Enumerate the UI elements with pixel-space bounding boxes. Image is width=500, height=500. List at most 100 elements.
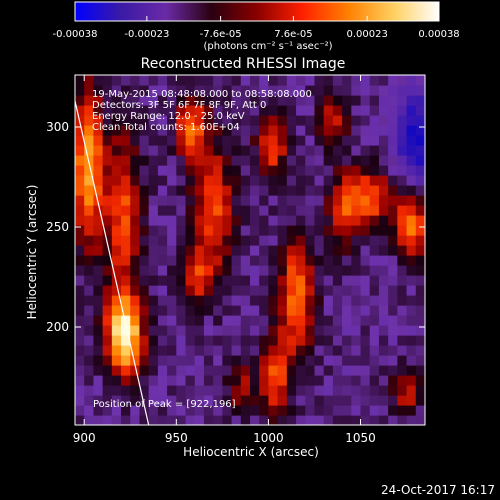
heatmap-cell [102,395,113,406]
heatmap-cell [388,175,398,186]
heatmap-cell [222,315,233,326]
heatmap-cell [268,165,279,176]
heatmap-cell [203,385,214,396]
heatmap-cell [268,405,279,416]
heatmap-cell [93,325,104,336]
heatmap-cell [176,115,187,126]
heatmap-cell [84,285,95,296]
heatmap-cell [111,185,122,196]
colorbar-tick-label: 7.6e-05 [274,29,312,40]
heatmap-cell [231,95,242,106]
heatmap-cell [388,75,398,86]
heatmap-cell [268,375,279,386]
heatmap-cell [157,205,168,216]
heatmap-cell [176,225,187,236]
heatmap-cell [203,255,214,266]
heatmap-cell [323,305,334,316]
heatmap-cell [277,315,288,326]
heatmap-cell [268,305,279,316]
heatmap-cell [111,95,122,106]
heatmap-cell [213,295,223,306]
heatmap-cell [397,325,408,336]
heatmap-cell [342,415,352,425]
heatmap-cell [415,335,425,346]
heatmap-cell [121,365,131,376]
heatmap-cell [305,335,316,346]
heatmap-cell [323,85,334,96]
heatmap-cell [203,195,214,206]
heatmap-cell [102,105,113,116]
heatmap-cell [130,395,141,406]
heatmap-cell [250,315,260,326]
heatmap-cell [415,315,425,326]
heatmap-cell [121,85,131,96]
heatmap-cell [369,415,380,425]
heatmap-cell [277,255,288,266]
heatmap-cell [148,165,159,176]
heatmap-cell [111,145,122,156]
heatmap-cell [388,275,398,286]
heatmap-cell [130,245,141,256]
heatmap-cell [240,125,251,136]
heatmap-cell [314,295,325,306]
heatmap-cell [176,195,187,206]
heatmap-cell [148,175,159,186]
heatmap-cell [93,315,104,326]
heatmap-cell [259,355,270,366]
heatmap-cell [397,395,408,406]
heatmap-cell [203,325,214,336]
heatmap-cell [111,405,122,416]
heatmap-cell [250,305,260,316]
heatmap-cell [213,315,223,326]
heatmap-cell [111,315,122,326]
heatmap-cell [75,265,85,276]
heatmap-cell [84,365,95,376]
heatmap-cell [360,205,371,216]
heatmap-cell [75,75,85,86]
heatmap-cell [369,325,380,336]
heatmap-cell [277,105,288,116]
heatmap-cell [406,95,417,106]
heatmap-cell [139,165,150,176]
heatmap-cell [314,355,325,366]
heatmap-cell [259,185,270,196]
heatmap-cell [139,225,150,236]
heatmap-cell [342,85,352,96]
heatmap-cell [93,275,104,286]
heatmap-cell [305,105,316,116]
heatmap-cell [268,115,279,126]
heatmap-cell [286,395,297,406]
heatmap-cell [250,265,260,276]
heatmap-cell [231,405,242,416]
heatmap-cell [415,75,425,86]
heatmap-cell [342,125,352,136]
heatmap-cell [157,165,168,176]
heatmap-cell [222,145,233,156]
heatmap-cell [194,405,205,416]
heatmap-cell [323,235,334,246]
heatmap-cell [286,415,297,425]
heatmap-cell [305,95,316,106]
heatmap-cell [222,365,233,376]
heatmap-cell [157,245,168,256]
heatmap-cell [305,225,316,236]
heatmap-cell [148,195,159,206]
heatmap-cell [277,305,288,316]
heatmap-cell [378,345,389,356]
heatmap-cell [277,145,288,156]
heatmap-cell [342,325,352,336]
heatmap-cell [194,375,205,386]
heatmap-cell [102,315,113,326]
heatmap-cell [369,145,380,156]
heatmap-cell [314,385,325,396]
heatmap-cell [406,365,417,376]
heatmap-cell [176,335,187,346]
heatmap-cell [296,75,306,86]
heatmap-cell [148,245,159,256]
heatmap-cell [369,245,380,256]
heatmap-cell [240,205,251,216]
heatmap-cell [148,305,159,316]
heatmap-cell [342,375,352,386]
heatmap-cell [305,215,316,226]
heatmap-cell [203,95,214,106]
